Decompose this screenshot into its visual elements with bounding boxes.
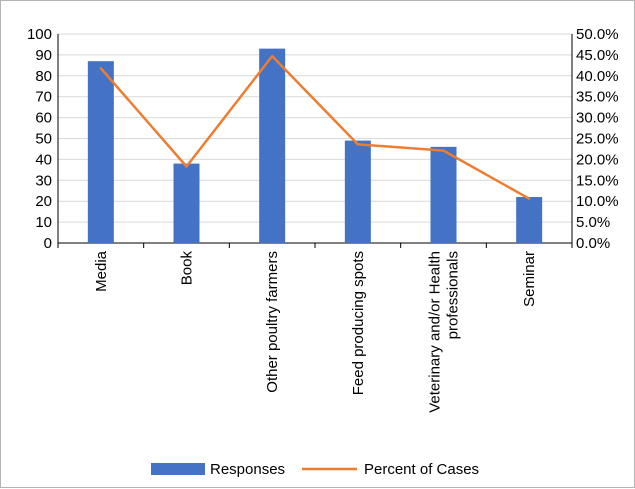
legend-swatch-responses bbox=[151, 463, 205, 475]
line-point-2 bbox=[185, 165, 188, 168]
y-tick-label: 70 bbox=[35, 89, 52, 106]
x-category-label: Other poultry farmers bbox=[264, 251, 281, 393]
line-point-6 bbox=[527, 197, 531, 200]
y-tick-label: 20 bbox=[35, 193, 52, 210]
y-tick-label: 90 bbox=[35, 47, 52, 64]
y-tick-label: 30 bbox=[35, 172, 52, 189]
x-category-label: Veterinary and/or Health bbox=[427, 251, 444, 413]
y2-tick-label: 45.0% bbox=[576, 47, 619, 64]
y2-tick-label: 10.0% bbox=[576, 193, 619, 210]
bar-2 bbox=[173, 163, 200, 243]
y-tick-label: 60 bbox=[35, 110, 52, 127]
y2-tick-label: 50.0% bbox=[576, 26, 619, 43]
y2-tick-label: 0.0% bbox=[576, 235, 610, 252]
x-category-label: professionals bbox=[445, 251, 462, 339]
line-point-4 bbox=[356, 143, 360, 146]
y-tick-label: 80 bbox=[35, 68, 52, 85]
y-tick-label: 0 bbox=[44, 235, 52, 252]
line-point-5 bbox=[442, 149, 445, 152]
x-category-label: Seminar bbox=[521, 251, 538, 307]
bar-5 bbox=[430, 146, 457, 243]
x-category-label: Feed producing spots bbox=[350, 251, 367, 395]
y2-tick-label: 30.0% bbox=[576, 110, 619, 127]
y2-tick-label: 20.0% bbox=[576, 151, 619, 168]
y2-tick-label: 40.0% bbox=[576, 68, 619, 85]
bar-6 bbox=[516, 197, 543, 243]
y-tick-label: 50 bbox=[35, 131, 52, 148]
y2-tick-label: 5.0% bbox=[576, 214, 610, 231]
legend-label-responses: Responses bbox=[210, 461, 285, 478]
y2-tick-label: 35.0% bbox=[576, 89, 619, 106]
x-category-label: Book bbox=[179, 251, 196, 286]
line-point-3 bbox=[270, 54, 274, 58]
y2-tick-label: 25.0% bbox=[576, 131, 619, 148]
legend-label-percent: Percent of Cases bbox=[364, 461, 479, 478]
percent-line bbox=[99, 54, 530, 200]
bar-1 bbox=[87, 61, 114, 243]
bar-4 bbox=[344, 140, 371, 243]
y2-tick-label: 15.0% bbox=[576, 172, 619, 189]
x-category-label: Media bbox=[93, 250, 110, 292]
y-tick-label: 40 bbox=[35, 151, 52, 168]
y-tick-label: 10 bbox=[35, 214, 52, 231]
y-tick-label: 100 bbox=[27, 26, 52, 43]
line-point-1 bbox=[99, 67, 103, 70]
bar-3 bbox=[259, 48, 286, 243]
